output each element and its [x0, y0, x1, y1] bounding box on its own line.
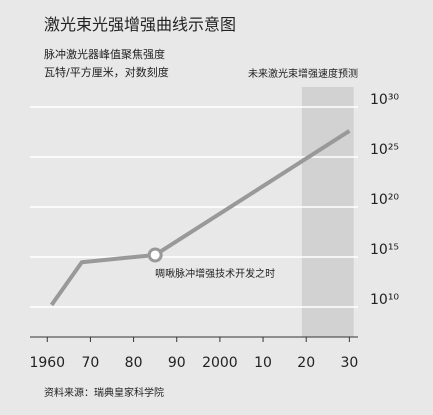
annotation: 啁啾脉冲增强技术开发之时	[155, 267, 275, 280]
data-line	[49, 129, 351, 307]
x-tick-label: 80	[125, 355, 143, 371]
y-axis-label: 瓦特/平方厘米，对数刻度	[44, 65, 169, 79]
x-tick-label: 10	[254, 355, 272, 371]
annotation-marker	[147, 247, 163, 263]
forecast-label: 未来激光束增强速度预测	[248, 67, 358, 80]
forecast-region	[301, 87, 354, 337]
x-tick-label: 2000	[202, 355, 238, 371]
x-tick-label: 90	[168, 355, 186, 371]
y-tick-label: 10¹⁵	[370, 242, 399, 258]
x-tick-label: 1960	[29, 355, 65, 371]
subtitle: 脉冲激光器峰值聚焦强度	[44, 47, 165, 61]
x-tick-label: 30	[340, 355, 358, 371]
y-tick-label: 10²⁰	[370, 192, 399, 208]
source: 资料来源：瑞典皇家科学院	[44, 386, 164, 399]
x-tick-label: 20	[297, 355, 315, 371]
y-tick-label: 10¹⁰	[370, 292, 399, 308]
x-tick-label: 70	[82, 355, 100, 371]
y-tick-label: 10³⁰	[370, 92, 399, 108]
chart-title: 激光束光强增强曲线示意图	[44, 15, 236, 34]
y-tick-label: 10²⁵	[370, 142, 399, 158]
